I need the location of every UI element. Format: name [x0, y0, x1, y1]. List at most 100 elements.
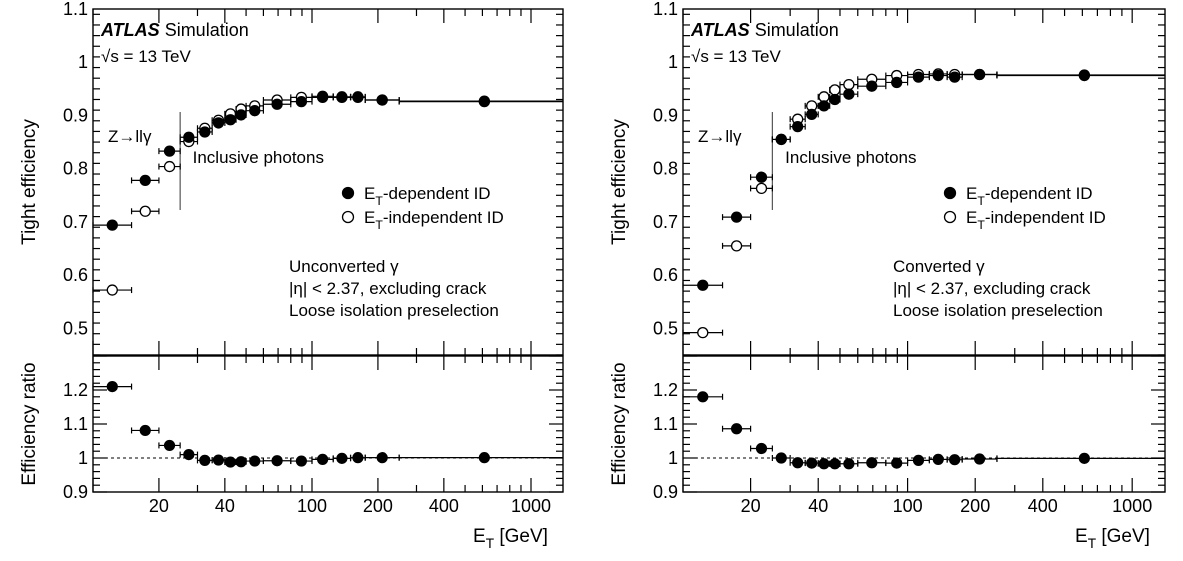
ratio-point: [996, 452, 1165, 464]
data-point-dependent: [906, 71, 930, 83]
atlas-title: ATLAS: [690, 20, 750, 40]
data-marker: [806, 108, 818, 121]
ratio-point: [804, 457, 819, 469]
ratio-point: [349, 452, 366, 464]
x-tick-label: 40: [215, 496, 235, 516]
data-point-dependent: [804, 108, 819, 121]
ratio-point: [721, 423, 752, 435]
ratio-y-axis-title: Efficiency ratio: [609, 362, 630, 485]
region-label-left: Z→llγ: [698, 127, 742, 146]
ratio-point: [961, 453, 998, 465]
data-point-dependent: [928, 69, 948, 82]
data-marker: [755, 171, 768, 183]
data-marker: [1078, 69, 1090, 82]
ratio-point: [946, 454, 963, 466]
data-marker: [235, 109, 247, 121]
data-marker: [106, 284, 118, 296]
ratio-point: [179, 449, 199, 461]
ratio-point: [817, 458, 831, 470]
data-marker: [316, 91, 329, 104]
x-axis-title-main: E: [1075, 526, 1088, 547]
y-tick-label: 0.5: [63, 318, 88, 338]
data-point-dependent: [839, 88, 859, 100]
ratio-y-tick-label: 1: [78, 448, 88, 468]
ratio-marker: [806, 457, 818, 469]
data-marker: [891, 76, 903, 89]
y-tick-label: 0.6: [653, 265, 678, 285]
y-axis-title: Tight efficiency: [609, 119, 630, 245]
data-marker: [730, 211, 743, 223]
x-axis-title: ET [GeV]: [1075, 526, 1150, 551]
legend-entry-main: E: [364, 208, 375, 227]
data-point-independent: [829, 84, 841, 96]
data-marker: [224, 114, 237, 126]
info-line: Loose isolation preselection: [289, 301, 499, 320]
data-marker: [949, 71, 961, 83]
info-line: |η| < 2.37, excluding crack: [289, 279, 487, 298]
ratio-marker: [336, 452, 348, 464]
ratio-point: [771, 452, 791, 464]
ratio-marker: [376, 452, 388, 464]
data-marker: [139, 205, 151, 217]
y-tick-label: 1: [668, 52, 678, 72]
atlas-subtitle: Simulation: [165, 20, 249, 40]
x-tick-label: 200: [363, 496, 393, 516]
data-point-dependent: [158, 145, 181, 157]
ratio-point: [364, 452, 400, 464]
legend-marker: [341, 210, 355, 224]
ratio-marker: [697, 391, 709, 403]
data-marker: [697, 326, 709, 339]
data-marker: [139, 174, 151, 187]
ratio-point: [290, 455, 313, 467]
ratio-marker: [295, 455, 307, 467]
data-marker: [973, 68, 986, 81]
ratio-marker: [973, 453, 986, 465]
legend-entry-sub: T: [375, 218, 383, 232]
data-point-dependent: [224, 114, 237, 126]
ratio-point: [857, 457, 887, 469]
data-point-dependent: [750, 171, 773, 183]
data-marker: [183, 131, 195, 143]
ratio-point: [311, 453, 334, 465]
ratio-point: [130, 424, 160, 437]
data-marker: [336, 91, 348, 104]
data-marker: [478, 95, 491, 107]
data-marker: [829, 93, 841, 106]
legend-entry-rest: -independent ID: [985, 208, 1106, 227]
ratio-point: [332, 452, 352, 464]
data-point-dependent: [364, 94, 400, 106]
data-marker: [730, 240, 743, 252]
ratio-point: [262, 455, 292, 467]
ratio-point: [211, 454, 226, 466]
ratio-point: [750, 442, 773, 455]
ratio-point: [235, 456, 247, 468]
data-point-dependent: [92, 219, 133, 231]
ratio-marker: [212, 454, 225, 466]
x-axis-title-sub: T: [1088, 536, 1097, 551]
ratio-point: [682, 391, 724, 403]
ratio-marker: [106, 381, 118, 393]
ratio-marker: [891, 457, 903, 469]
data-marker: [912, 71, 925, 83]
info-line: Loose isolation preselection: [893, 301, 1103, 320]
ratio-marker: [949, 454, 961, 466]
info-line: Unconverted γ: [289, 257, 399, 276]
legend-entry-sub: T: [375, 194, 383, 208]
legend-entry-rest: -independent ID: [383, 208, 504, 227]
data-marker: [376, 94, 388, 106]
region-label-right: Inclusive photons: [785, 148, 916, 167]
y-tick-label: 0.8: [653, 159, 678, 179]
legend-entry-sub: T: [977, 218, 985, 232]
legend-entry-rest: -dependent ID: [383, 184, 491, 203]
data-point-independent: [130, 205, 160, 217]
ratio-point: [92, 381, 133, 393]
data-marker: [163, 160, 176, 173]
ratio-marker: [792, 457, 804, 469]
ratio-marker: [932, 453, 944, 465]
data-point-dependent: [349, 91, 366, 103]
main-plot-frame: [682, 8, 1166, 356]
ratio-y-tick-label: 1.2: [653, 380, 678, 400]
ratio-marker: [730, 423, 743, 435]
